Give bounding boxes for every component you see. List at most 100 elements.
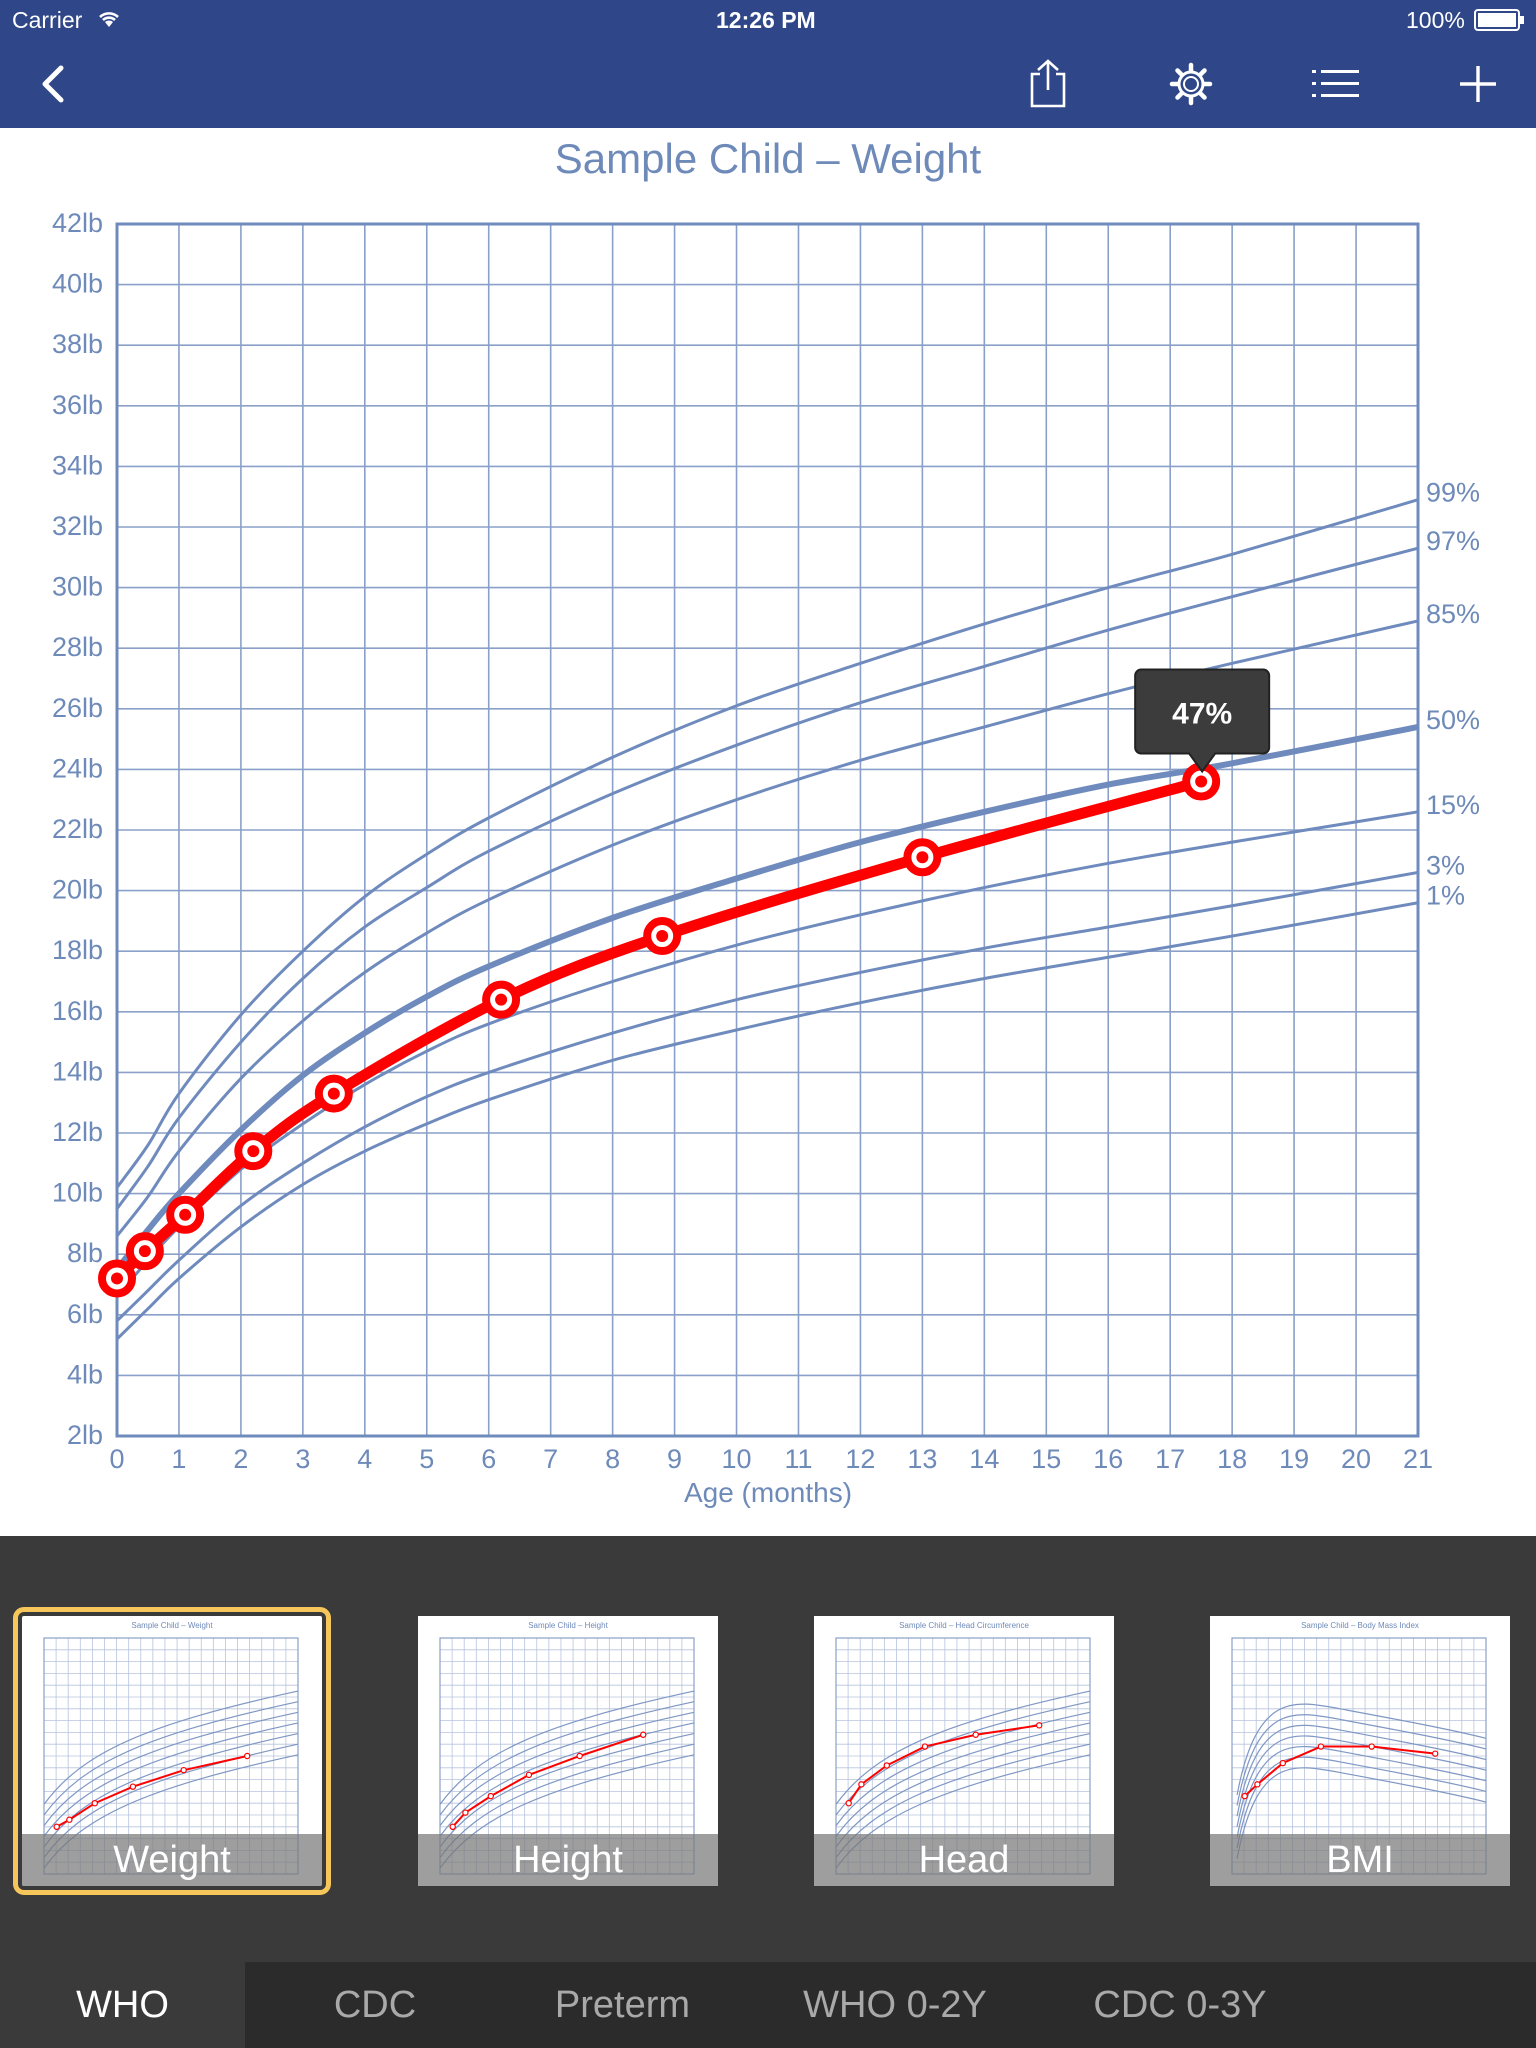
measurement-point-center (916, 851, 929, 864)
thumb-point (1368, 1743, 1375, 1750)
percentile-label: 3% (1426, 850, 1465, 880)
percentile-label: 1% (1426, 881, 1465, 911)
thumb-point (66, 1816, 73, 1823)
thumb-percentile-curve (1236, 1746, 1487, 1838)
percentile-callout: 47% (1134, 668, 1271, 774)
y-tick-label: 12lb (52, 1117, 103, 1147)
measurement-point-center (247, 1145, 260, 1158)
thumb-point (972, 1731, 979, 1738)
thumb-percentile-curve (439, 1690, 695, 1805)
x-tick-label: 10 (722, 1444, 752, 1474)
thumb-percentile-curve (1236, 1703, 1487, 1796)
x-tick-label: 17 (1155, 1444, 1185, 1474)
thumb-title: Sample Child – Body Mass Index (1301, 1621, 1419, 1630)
thumb-percentile-curve (43, 1732, 299, 1848)
thumb-point (576, 1752, 583, 1760)
y-tick-label: 10lb (52, 1178, 103, 1208)
thumb-percentile-curve (43, 1701, 299, 1816)
chart-source-tabbar: WHO CDC Preterm WHO 0-2Y CDC 0-3Y (0, 1962, 1536, 2048)
x-tick-label: 13 (907, 1444, 937, 1474)
y-tick-label: 22lb (52, 814, 103, 844)
thumb-point (487, 1792, 495, 1800)
x-tick-label: 16 (1093, 1444, 1123, 1474)
x-tick-label: 20 (1341, 1444, 1371, 1474)
thumb-title: Sample Child – Weight (131, 1621, 213, 1630)
thumb-point (845, 1799, 852, 1807)
x-tick-label: 18 (1217, 1444, 1247, 1474)
thumbnail-bmi[interactable]: Sample Child – Body Mass Index BMI (1210, 1616, 1510, 1886)
x-tick-label: 7 (543, 1444, 558, 1474)
thumb-point (1241, 1792, 1248, 1800)
measurement-point-center (179, 1208, 192, 1221)
percentile-curve-99 (115, 498, 1419, 1189)
tab-who[interactable]: WHO (0, 1962, 245, 2048)
y-tick-label: 36lb (52, 390, 103, 420)
carrier-label: Carrier (12, 7, 83, 33)
y-tick-label: 40lb (52, 269, 103, 299)
x-tick-label: 8 (605, 1444, 620, 1474)
thumbnail-head[interactable]: Sample Child – Head Circumference Head (814, 1616, 1114, 1886)
thumbnail-label: Height (418, 1834, 718, 1886)
x-tick-label: 0 (109, 1444, 124, 1474)
x-tick-label: 15 (1031, 1444, 1061, 1474)
thumb-point (1254, 1781, 1261, 1788)
percentile-curve-85 (115, 619, 1419, 1237)
status-bar: Carrier 12:26 PM 100% (0, 0, 1536, 40)
thumbnail-height[interactable]: Sample Child – Height Height (418, 1616, 718, 1886)
thumb-percentile-curve (835, 1722, 1091, 1837)
percentile-label: 15% (1426, 790, 1480, 820)
x-tick-label: 5 (419, 1444, 434, 1474)
list-button[interactable] (1308, 56, 1364, 112)
thumb-percentile-curve (439, 1701, 695, 1816)
tab-preterm[interactable]: Preterm (554, 1984, 691, 2026)
list-icon (1312, 70, 1359, 97)
x-tick-label: 11 (784, 1444, 812, 1474)
wifi-icon (96, 8, 122, 35)
thumb-point (1317, 1743, 1325, 1750)
tab-who-0-2y[interactable]: WHO 0-2Y (803, 1984, 987, 2026)
y-tick-label: 26lb (52, 693, 103, 723)
thumb-title: Sample Child – Head Circumference (899, 1621, 1029, 1630)
measurement-point-center (495, 993, 508, 1006)
thumb-point (639, 1731, 647, 1738)
thumb-point (462, 1809, 469, 1816)
thumb-point (1279, 1759, 1287, 1767)
measurement-point-center (111, 1272, 123, 1285)
back-chevron-icon (42, 65, 64, 103)
x-tick-label: 19 (1279, 1444, 1309, 1474)
percentile-curve-1 (115, 901, 1419, 1341)
thumbnail-weight[interactable]: Sample Child – Weight Weight (13, 1607, 331, 1895)
thumb-percentile-curve (43, 1711, 299, 1826)
settings-button[interactable] (1163, 56, 1219, 112)
measurement-point-center (1195, 775, 1208, 788)
share-button[interactable] (1020, 56, 1076, 112)
thumb-percentile-curve (835, 1732, 1091, 1848)
thumb-percentile-curve (439, 1711, 695, 1826)
y-tick-label: 14lb (52, 1056, 103, 1086)
percentile-curve-3 (115, 870, 1419, 1322)
thumb-percentile-curve (439, 1732, 695, 1848)
thumb-point (883, 1762, 891, 1769)
y-tick-label: 38lb (52, 329, 103, 359)
weight-growth-chart[interactable]: Sample Child – Weight 2lb 4lb 6lb 8lb 10lb 12l… (0, 128, 1536, 1536)
thumb-point (858, 1781, 865, 1788)
thumb-percentile-curve (1236, 1714, 1487, 1806)
thumb-point (449, 1823, 456, 1830)
thumb-child-line (1244, 1745, 1436, 1797)
battery-percent: 100% (1406, 7, 1465, 33)
thumb-child-line (847, 1724, 1040, 1804)
tab-cdc[interactable]: CDC (333, 1984, 417, 2026)
measurement-point-center (327, 1087, 340, 1100)
x-tick-label: 4 (357, 1444, 372, 1474)
tab-cdc-0-3y[interactable]: CDC 0-3Y (1093, 1984, 1267, 2026)
back-button[interactable] (24, 56, 80, 112)
callout-label: 47% (1172, 698, 1232, 731)
thumb-point (1431, 1750, 1439, 1757)
thumb-percentile-curve (1236, 1724, 1487, 1817)
thumb-child-line (451, 1733, 644, 1828)
add-button[interactable] (1450, 56, 1506, 112)
thumb-point (243, 1752, 251, 1760)
thumb-point (180, 1766, 187, 1774)
percentile-label: 50% (1426, 705, 1480, 735)
y-tick-label: 2lb (67, 1420, 103, 1450)
